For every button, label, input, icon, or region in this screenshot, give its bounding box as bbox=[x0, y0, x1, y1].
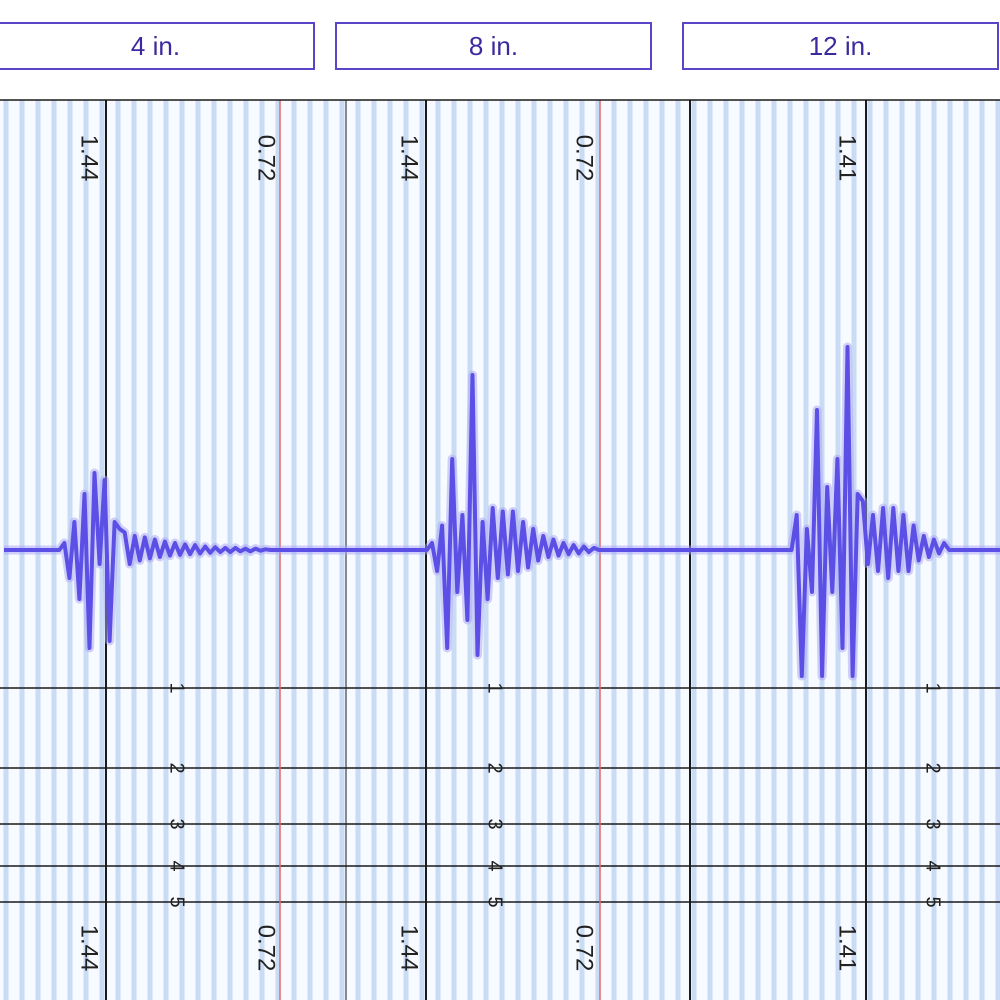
bottom-value-label: 1.44 bbox=[76, 925, 103, 972]
bottom-value-label: 1.44 bbox=[396, 925, 423, 972]
bottom-value-label: 1.41 bbox=[834, 925, 861, 972]
waveform-series-1 bbox=[346, 373, 690, 657]
top-value-label: 1.41 bbox=[834, 135, 861, 182]
tab-4-in[interactable]: 4 in. bbox=[0, 22, 315, 70]
depth-label: 2 bbox=[166, 762, 188, 773]
depth-label: 1 bbox=[484, 682, 506, 693]
depth-label: 5 bbox=[922, 896, 944, 907]
depth-label: 3 bbox=[166, 818, 188, 829]
bottom-value-label: 0.72 bbox=[253, 925, 280, 972]
top-value-label: 1.44 bbox=[396, 135, 423, 182]
waveform-series-0 bbox=[4, 471, 346, 650]
depth-label: 2 bbox=[484, 762, 506, 773]
top-value-label: 0.72 bbox=[253, 135, 280, 182]
top-value-label: 1.44 bbox=[76, 135, 103, 182]
depth-label: 5 bbox=[166, 896, 188, 907]
tab-8-in[interactable]: 8 in. bbox=[335, 22, 652, 70]
depth-label: 4 bbox=[166, 860, 188, 871]
depth-label: 4 bbox=[484, 860, 506, 871]
depth-label: 5 bbox=[484, 896, 506, 907]
top-value-label: 0.72 bbox=[571, 135, 598, 182]
depth-label: 1 bbox=[922, 682, 944, 693]
label-layer: 1.44 0.72 1.44 0.72 1.44 0.72 1.44 0.72 1.41 1.41… bbox=[76, 135, 944, 972]
depth-label: 3 bbox=[922, 818, 944, 829]
depth-label: 2 bbox=[922, 762, 944, 773]
waveform-series-2 bbox=[690, 345, 1000, 678]
depth-label: 1 bbox=[166, 682, 188, 693]
bottom-value-label: 0.72 bbox=[571, 925, 598, 972]
depth-label: 4 bbox=[922, 860, 944, 871]
tab-12-in[interactable]: 12 in. bbox=[682, 22, 999, 70]
depth-label: 3 bbox=[484, 818, 506, 829]
wave-layer bbox=[4, 342, 1000, 681]
